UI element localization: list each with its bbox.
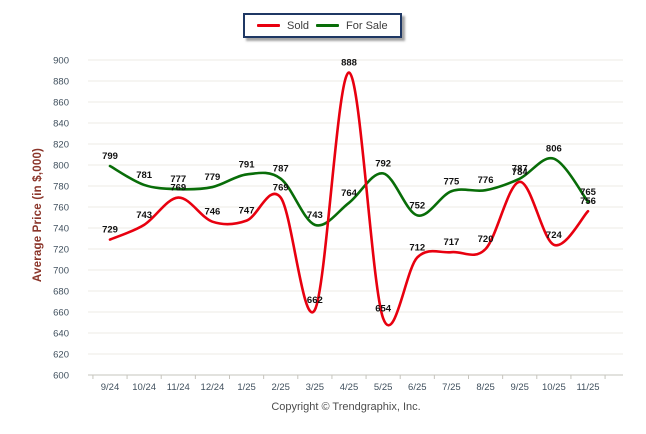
sold-line-sample xyxy=(257,24,280,27)
x-tick-label: 3/25 xyxy=(306,382,325,393)
x-tick-label: 2/25 xyxy=(271,382,290,393)
for-sale-data-label: 775 xyxy=(443,176,460,187)
y-tick-label: 740 xyxy=(53,224,69,235)
sold-data-label: 784 xyxy=(512,167,529,178)
x-tick-label: 8/25 xyxy=(476,382,495,393)
for-sale-data-label: 791 xyxy=(239,159,256,170)
sold-data-label: 888 xyxy=(341,58,357,69)
y-tick-label: 900 xyxy=(53,56,69,67)
sold-data-label: 654 xyxy=(375,303,392,314)
for-sale-data-label: 787 xyxy=(512,164,528,175)
x-tick-label: 11/24 xyxy=(167,382,190,393)
x-tick-label: 10/24 xyxy=(132,382,156,393)
for-sale-data-label: 776 xyxy=(478,175,494,186)
sold-data-label: 717 xyxy=(443,237,459,248)
y-tick-label: 600 xyxy=(53,371,69,382)
x-tick-label: 5/25 xyxy=(374,382,393,393)
sold-data-label: 662 xyxy=(307,295,323,306)
sold-data-label: 756 xyxy=(580,196,596,207)
for-sale-data-label: 752 xyxy=(409,200,425,211)
y-tick-label: 640 xyxy=(53,329,69,340)
sold-data-label: 769 xyxy=(170,183,186,194)
for-sale-data-label: 765 xyxy=(580,187,597,198)
for-sale-data-label: 777 xyxy=(170,174,186,185)
y-tick-label: 620 xyxy=(53,350,69,361)
for-sale-data-label: 781 xyxy=(136,170,153,181)
x-tick-label: 7/25 xyxy=(442,382,461,393)
sold-data-label: 724 xyxy=(546,230,563,241)
for-sale-line xyxy=(108,156,590,227)
y-tick-label: 760 xyxy=(53,203,69,214)
x-tick-label: 6/25 xyxy=(408,382,427,393)
x-tick-label: 10/25 xyxy=(542,382,566,393)
copyright: Copyright © Trendgraphix, Inc. xyxy=(271,401,421,413)
for-sale-data-label: 792 xyxy=(375,158,391,169)
y-tick-label: 700 xyxy=(53,266,69,277)
y-tick-label: 800 xyxy=(53,161,69,172)
x-tick-label: 9/25 xyxy=(510,382,529,393)
sold-data-label: 729 xyxy=(102,225,118,236)
x-tick-label: 11/25 xyxy=(576,382,599,393)
y-tick-label: 680 xyxy=(53,287,69,298)
sold-data-label: 747 xyxy=(239,206,255,217)
legend-label-sold: Sold xyxy=(287,19,310,32)
y-tick-label: 880 xyxy=(53,77,69,88)
sold-data-label: 769 xyxy=(273,183,289,194)
for-sale-data-label: 764 xyxy=(341,188,358,199)
x-tick-label: 1/25 xyxy=(237,382,256,393)
for-sale-data-label: 799 xyxy=(102,151,118,162)
sold-data-label: 712 xyxy=(409,242,425,253)
x-tick-label: 4/25 xyxy=(340,382,359,393)
for-sale-data-label: 779 xyxy=(204,172,220,183)
for-sale-data-label: 743 xyxy=(307,210,323,221)
y-tick-label: 720 xyxy=(53,245,69,256)
y-tick-label: 820 xyxy=(53,140,69,151)
for-sale-data-label: 806 xyxy=(546,144,562,155)
legend-label-for-sale: For Sale xyxy=(346,19,388,32)
y-tick-label: 660 xyxy=(53,308,69,319)
sold-data-label: 746 xyxy=(204,207,220,218)
x-tick-label: 9/24 xyxy=(101,382,120,393)
sold-data-label: 720 xyxy=(478,234,494,245)
legend: Sold For Sale xyxy=(243,13,402,38)
sold-data-label: 743 xyxy=(136,210,152,221)
sold-line xyxy=(108,71,590,327)
y-tick-label: 860 xyxy=(53,98,69,109)
y-tick-label: 780 xyxy=(53,182,69,193)
for-sale-data-label: 787 xyxy=(273,164,289,175)
x-tick-label: 12/24 xyxy=(201,382,225,393)
for-sale-line-sample xyxy=(316,24,340,27)
y-tick-label: 840 xyxy=(53,119,69,130)
